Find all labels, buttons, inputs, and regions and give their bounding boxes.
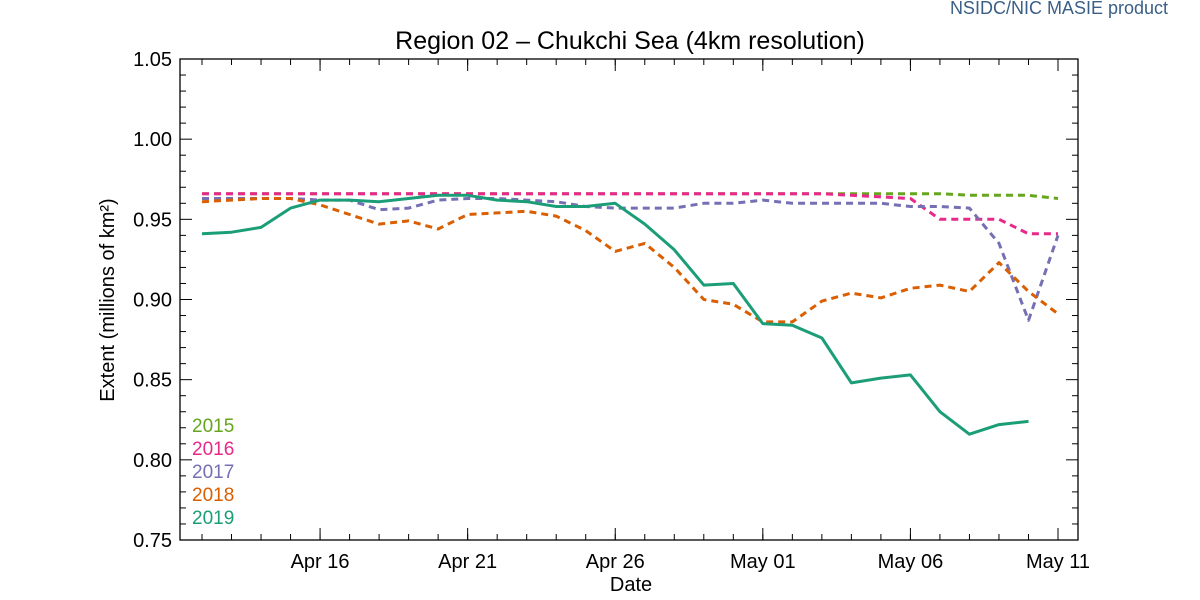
- x-tick-label: May 01: [730, 551, 796, 573]
- y-tick-label: 0.80: [133, 450, 172, 472]
- x-tick-label: Apr 26: [586, 551, 645, 573]
- x-tick-label: May 06: [878, 551, 944, 573]
- y-tick-label: 0.90: [133, 290, 172, 312]
- x-tick-label: Apr 21: [438, 551, 497, 573]
- y-axis-label: Extent (millions of km²): [97, 198, 119, 401]
- legend-entry-2017: 2017: [192, 462, 234, 483]
- x-tick-label: Apr 16: [291, 551, 350, 573]
- series-line-2017: [202, 197, 1060, 322]
- series-line-2015: [202, 192, 1059, 200]
- legend-entry-2018: 2018: [192, 485, 234, 506]
- series-line-2019: [201, 193, 1029, 436]
- x-tick-label: May 11: [1026, 551, 1090, 573]
- series-line-2016: [202, 192, 1058, 236]
- y-tick-label: 0.75: [133, 530, 172, 552]
- y-tick-label: 0.85: [133, 370, 172, 392]
- chart-title: Region 02 – Chukchi Sea (4km resolution): [395, 27, 865, 55]
- legend-entry-2019: 2019: [192, 508, 234, 529]
- plot-frame: [179, 58, 1079, 541]
- y-tick-label: 1.05: [133, 49, 172, 71]
- y-tick-label: 0.95: [133, 209, 172, 231]
- x-axis-label: Date: [610, 574, 652, 596]
- credit-label: NSIDC/NIC MASIE product: [949, 0, 1168, 18]
- legend-entry-2016: 2016: [192, 439, 234, 460]
- series-line-2018: [201, 197, 1059, 324]
- y-tick-label: 1.00: [133, 129, 172, 151]
- legend-entry-2015: 2015: [192, 416, 234, 437]
